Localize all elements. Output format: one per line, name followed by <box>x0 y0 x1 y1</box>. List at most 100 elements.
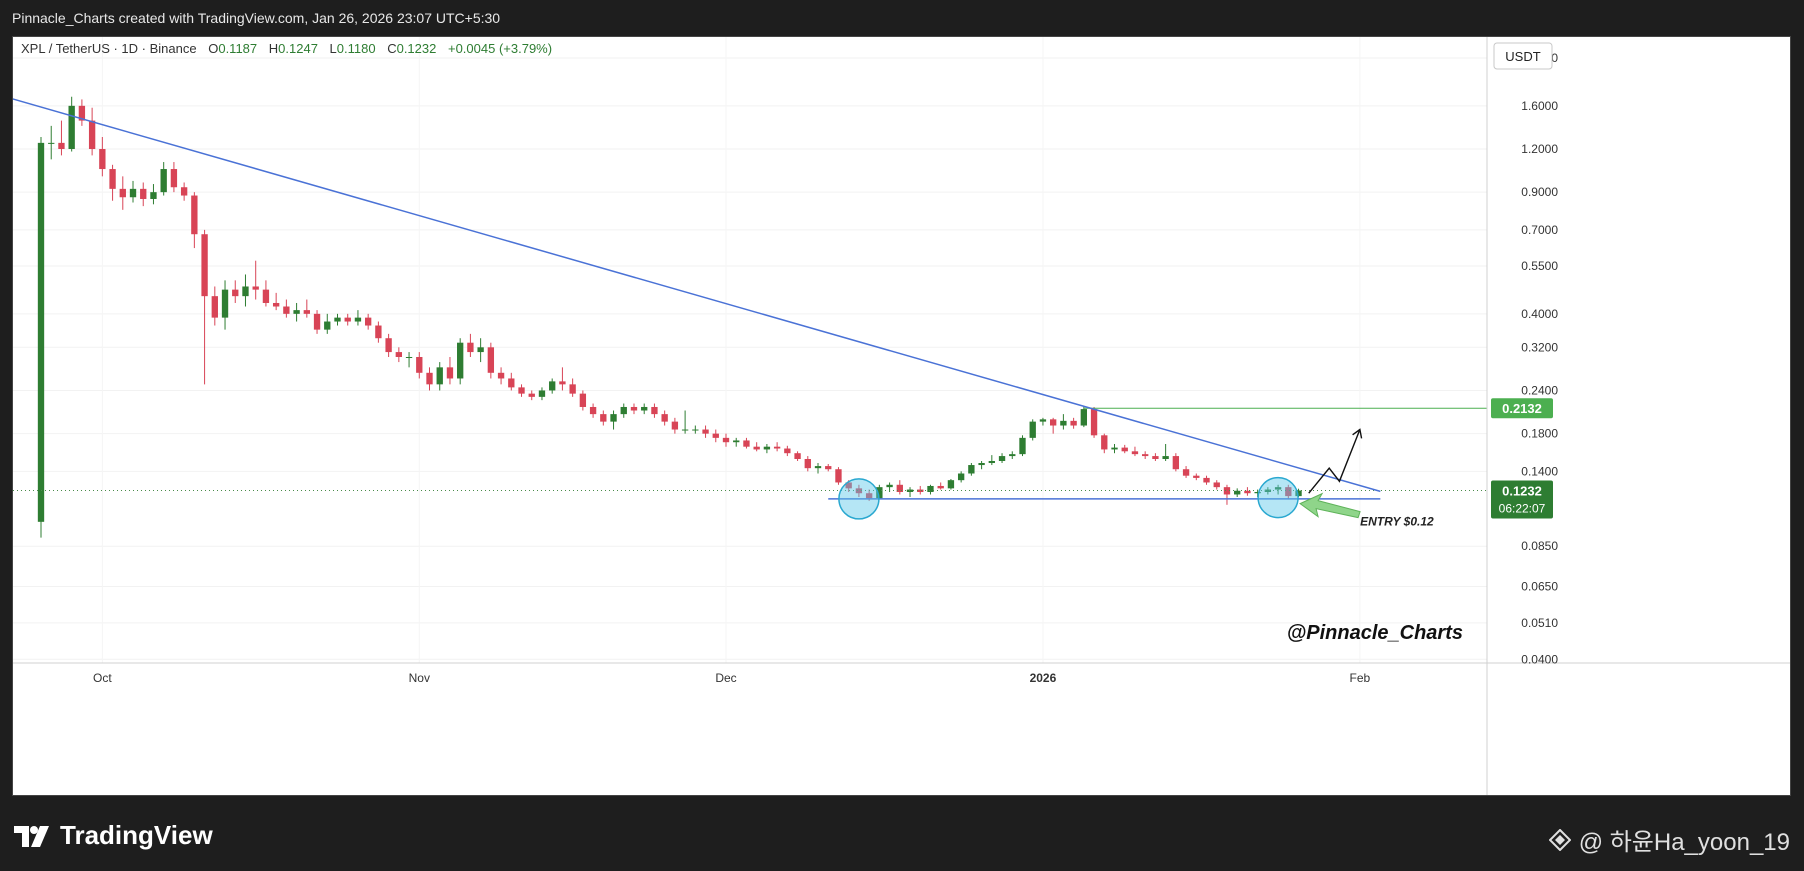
candle-body <box>416 356 423 373</box>
candle-body <box>661 414 668 422</box>
candle-body <box>1131 451 1139 455</box>
watermark-handle: @Pinnacle_Charts <box>1287 622 1463 644</box>
candle-body <box>978 463 985 466</box>
candle-body <box>313 313 321 330</box>
price-axis[interactable]: 2.20001.60001.20000.90000.70000.55000.40… <box>1521 51 1558 666</box>
legend-symbol: XPL / TetherUS · 1D · Binance <box>21 41 197 56</box>
ohlc-legend: XPL / TetherUS · 1D · Binance O0.1187 H0… <box>21 41 552 56</box>
candle-body <box>1193 475 1200 478</box>
tradingview-logo[interactable]: TradingView <box>14 820 213 851</box>
candle-body <box>334 317 341 322</box>
grid-layer <box>13 37 1487 663</box>
candle-body <box>733 440 740 443</box>
legend-close-label: C <box>387 41 396 56</box>
descending-trendline <box>13 98 1381 493</box>
candle-body <box>1060 420 1067 426</box>
candle-body <box>937 485 944 489</box>
price-tick-label: 1.2000 <box>1521 142 1558 156</box>
entry-annotation: ENTRY $0.12 <box>1360 515 1434 529</box>
author-credit: @ 하윤Ha_yoon_19 <box>1548 822 1790 857</box>
candle-body <box>865 493 873 499</box>
candle-body <box>221 289 229 318</box>
candle-body <box>1142 454 1149 457</box>
candle-body <box>446 367 454 379</box>
candle-body <box>272 302 280 307</box>
time-tick-label: Nov <box>409 671 430 685</box>
price-tick-label: 0.2400 <box>1521 383 1558 397</box>
candle-body <box>1111 447 1118 450</box>
candle-body <box>508 378 515 388</box>
price-tick-label: 0.4000 <box>1521 307 1558 321</box>
price-tick-label: 0.1800 <box>1521 427 1558 441</box>
candle-body <box>1295 490 1302 497</box>
candle-body <box>569 384 576 394</box>
entry-arrow <box>1299 492 1361 519</box>
legend-low-label: L <box>330 41 337 56</box>
price-tick-label: 0.5500 <box>1521 259 1558 273</box>
projection-arrowhead <box>1352 428 1363 439</box>
candle-body <box>262 289 270 303</box>
resistance-price-text: 0.2132 <box>1502 401 1542 416</box>
candle-body <box>78 105 86 121</box>
resistance-price-tag <box>1491 398 1553 419</box>
candle-body <box>1254 491 1261 494</box>
footer-bar: TradingView @ 하윤Ha_yoon_19 <box>0 796 1804 871</box>
candle-body <box>1162 456 1169 460</box>
candle-body <box>825 466 832 470</box>
chart-canvas[interactable]: 2.20001.60001.20000.90000.70000.55000.40… <box>13 37 1790 795</box>
currency-label: USDT <box>1505 49 1540 64</box>
candle-body <box>109 169 116 189</box>
candle-body <box>191 195 198 235</box>
bar-countdown-text: 06:22:07 <box>1499 502 1546 516</box>
candle-body <box>579 393 587 407</box>
time-tick-label: 2026 <box>1030 671 1057 685</box>
price-tick-label: 0.0850 <box>1521 539 1558 553</box>
time-tick-label: Feb <box>1350 671 1371 685</box>
candle-body <box>129 188 137 198</box>
candle-body <box>855 488 863 494</box>
candle-body <box>497 372 505 379</box>
price-tick-label: 1.6000 <box>1521 99 1558 113</box>
candle-body <box>1213 482 1220 488</box>
candle-body <box>252 286 259 290</box>
candle-body <box>753 446 760 450</box>
candle-body <box>1152 456 1159 460</box>
time-tick-label: Dec <box>715 671 736 685</box>
candle-body <box>487 347 495 373</box>
price-tick-label: 0.7000 <box>1521 223 1558 237</box>
candle-body <box>610 414 617 422</box>
price-tick-label: 0.0650 <box>1521 579 1558 593</box>
candle-body <box>559 381 566 385</box>
candle-body <box>927 485 934 492</box>
candle-body <box>160 169 167 193</box>
candle-body <box>232 289 239 297</box>
candle-body <box>354 317 362 322</box>
currency-box[interactable] <box>1493 42 1553 70</box>
author-credit-text: @ 하윤Ha_yoon_19 <box>1578 829 1790 856</box>
candle-body <box>538 390 546 397</box>
candle-body <box>37 142 45 522</box>
candle-body <box>712 433 719 438</box>
candle-body <box>436 367 443 385</box>
candle-body <box>917 489 924 492</box>
candle-body <box>1223 487 1231 495</box>
candle-body <box>283 306 290 314</box>
candle-body <box>722 437 730 443</box>
candle-body <box>906 489 914 492</box>
candle-body <box>324 321 331 330</box>
candle-body <box>671 421 679 430</box>
candle-body <box>651 406 658 415</box>
candle-body <box>784 448 791 454</box>
candle-body <box>99 148 106 170</box>
chart-frame[interactable]: 2.20001.60001.20000.90000.70000.55000.40… <box>12 36 1791 796</box>
candle-body <box>518 387 525 394</box>
time-tick-label: Oct <box>93 671 112 685</box>
candle-body <box>896 484 903 492</box>
candle-body <box>1182 469 1190 476</box>
candle-body <box>1009 454 1016 457</box>
candle-body <box>886 484 893 488</box>
candle-body <box>549 381 556 391</box>
time-axis[interactable]: Oct Nov Dec 2026 Feb <box>93 671 1371 685</box>
candle-body <box>968 465 975 474</box>
candle-body <box>998 456 1006 461</box>
